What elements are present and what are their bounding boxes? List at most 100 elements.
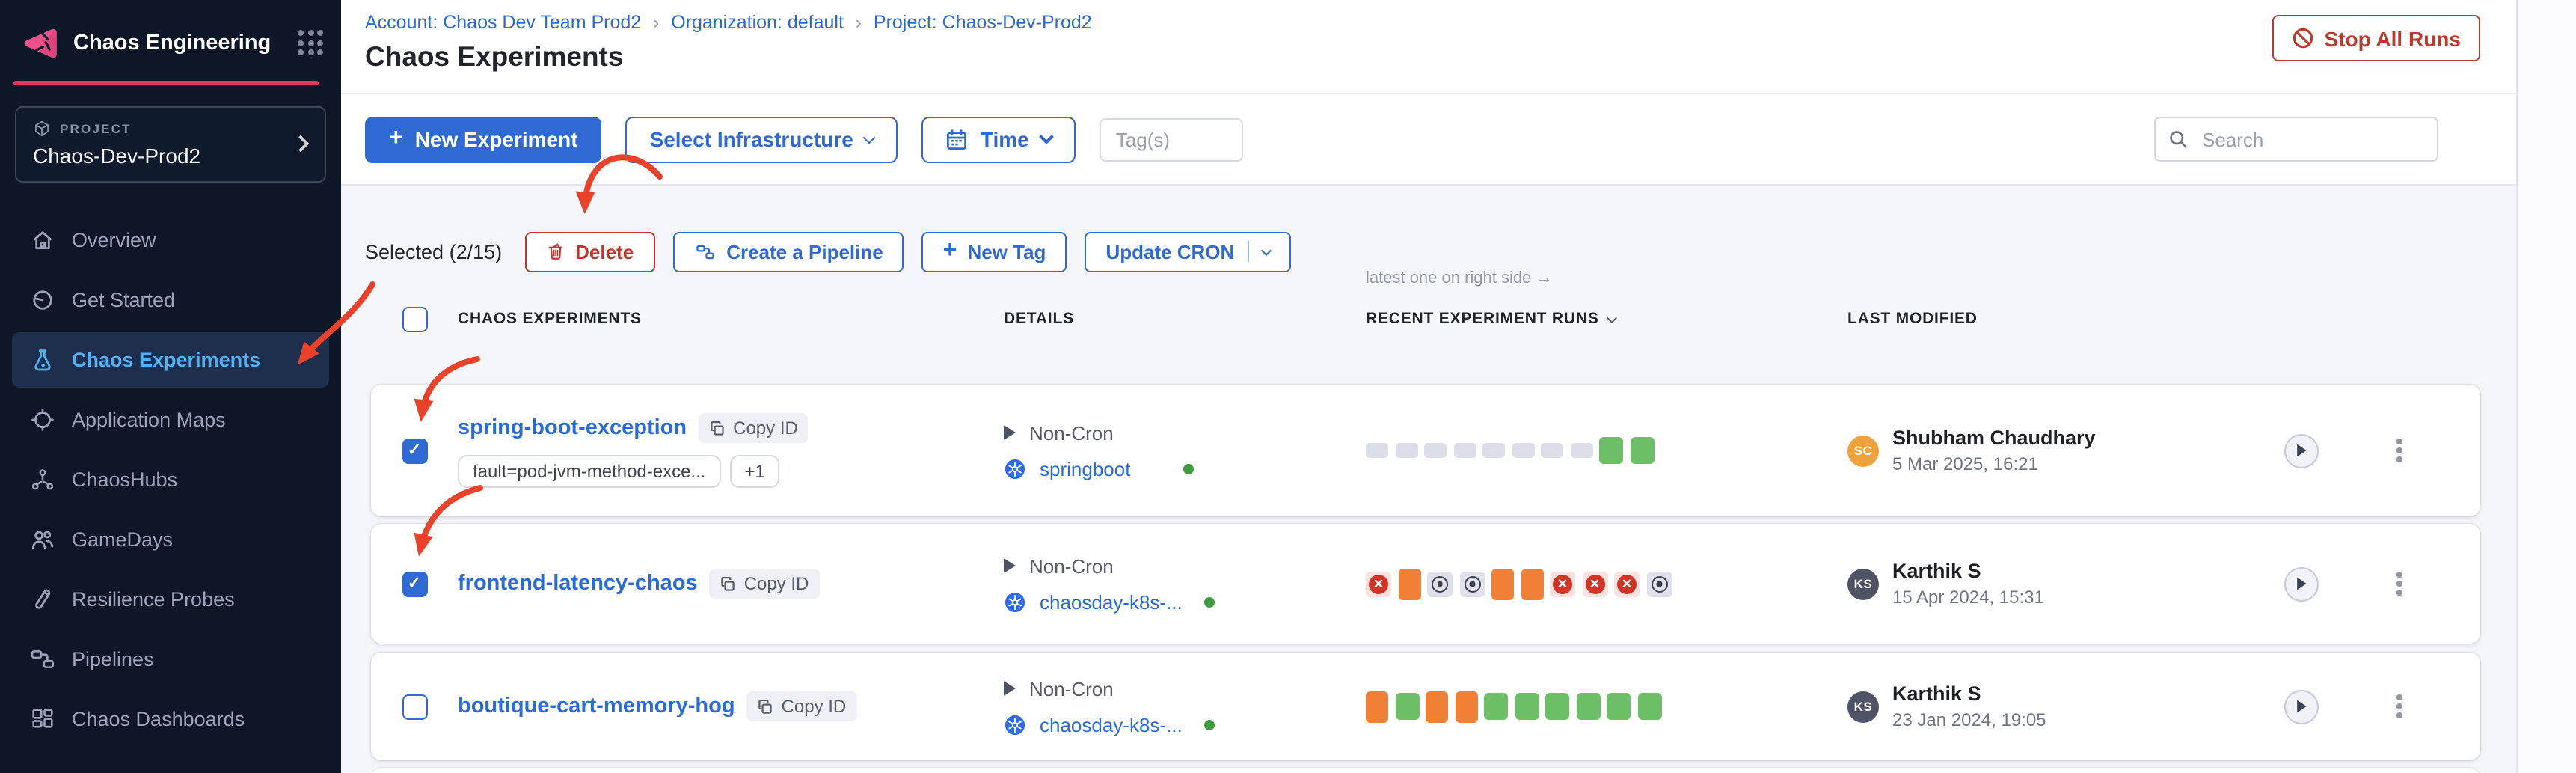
page-title: Chaos Experiments — [365, 40, 624, 72]
sidebar-item-chaos-experiments[interactable]: Chaos Experiments — [12, 332, 329, 388]
project-selector[interactable]: PROJECT Chaos-Dev-Prod2 — [15, 106, 326, 183]
run-indicator-running[interactable] — [1521, 568, 1543, 599]
experiment-name-link[interactable]: spring-boot-exception — [458, 416, 687, 440]
new-tag-button[interactable]: + New Tag — [921, 231, 1067, 272]
right-edge-panel — [2516, 0, 2576, 773]
row-menu-icon[interactable] — [2392, 568, 2406, 600]
run-indicator-passed[interactable] — [1599, 437, 1623, 464]
search-icon — [2168, 129, 2189, 150]
run-indicator-pending[interactable] — [1512, 443, 1534, 458]
run-indicator-passed[interactable] — [1545, 693, 1569, 720]
update-cron-button[interactable]: Update CRON — [1085, 231, 1292, 272]
run-indicator-pending[interactable] — [1424, 443, 1447, 458]
run-experiment-button[interactable] — [2284, 566, 2319, 601]
infrastructure-link[interactable]: springboot — [1040, 457, 1131, 480]
sidebar-item-label: Chaos Dashboards — [72, 708, 245, 730]
row-checkbox[interactable] — [402, 694, 427, 719]
sidebar-item-chaos-dashboards[interactable]: Chaos Dashboards — [12, 691, 329, 747]
sidebar-item-gamedays[interactable]: GameDays — [12, 512, 329, 567]
new-tag-label: New Tag — [967, 240, 1046, 263]
table-row: spring-boot-exception Copy ID fault=pod-… — [371, 385, 2480, 516]
breadcrumb-project-link[interactable]: Project: Chaos-Dev-Prod2 — [873, 12, 1092, 33]
experiment-name-link[interactable]: boutique-cart-memory-hog — [458, 694, 735, 718]
copy-id-button[interactable]: Copy ID — [709, 569, 820, 599]
delete-button[interactable]: Delete — [524, 231, 655, 272]
sidebar-item-label: GameDays — [72, 528, 174, 551]
experiment-name-link[interactable]: frontend-latency-chaos — [458, 572, 698, 596]
avatar: KS — [1847, 568, 1879, 599]
sidebar-item-application-maps[interactable]: Application Maps — [12, 392, 329, 447]
copy-id-button[interactable]: Copy ID — [746, 691, 857, 721]
new-experiment-button[interactable]: + New Experiment — [365, 116, 602, 162]
run-indicator-passed[interactable] — [1607, 693, 1631, 720]
run-indicator-running[interactable] — [1455, 691, 1477, 722]
run-experiment-button[interactable] — [2284, 689, 2319, 724]
row-menu-icon[interactable] — [2392, 435, 2406, 467]
sidebar-item-pipelines[interactable]: Pipelines — [12, 632, 329, 687]
tag-chip[interactable]: fault=pod-jvm-method-exce... — [458, 455, 721, 488]
run-indicator-running[interactable] — [1366, 691, 1388, 722]
module-switcher-icon[interactable] — [298, 30, 323, 55]
run-indicator-passed[interactable] — [1576, 693, 1600, 720]
column-header-runs[interactable]: RECENT EXPERIMENT RUNS — [1366, 310, 1847, 328]
run-indicator-running[interactable] — [1426, 691, 1448, 722]
run-indicator-passed[interactable] — [1515, 693, 1539, 720]
toolbar: + New Experiment Select Infrastructure T… — [341, 94, 2516, 186]
run-indicator-failed[interactable] — [1366, 571, 1391, 596]
time-filter-dropdown[interactable]: Time — [921, 116, 1076, 162]
stop-all-runs-button[interactable]: Stop All Runs — [2272, 15, 2480, 61]
infra-active-dot — [1204, 719, 1215, 730]
recent-runs — [1366, 691, 1847, 722]
breadcrumb-org-link[interactable]: Organization: default — [671, 12, 844, 33]
tag-more-chip[interactable]: +1 — [729, 455, 780, 488]
run-indicator-pending[interactable] — [1366, 443, 1388, 458]
non-cron-icon — [1004, 558, 1016, 573]
sidebar-item-overview[interactable]: Overview — [12, 213, 329, 268]
create-pipeline-button[interactable]: Create a Pipeline — [672, 231, 904, 272]
run-indicator-pending[interactable] — [1541, 443, 1563, 458]
run-indicator-pending[interactable] — [1482, 443, 1505, 458]
run-indicator-failed[interactable] — [1582, 571, 1607, 596]
sidebar-item-resilience-probes[interactable]: Resilience Probes — [12, 572, 329, 627]
run-indicator-passed[interactable] — [1637, 693, 1661, 720]
run-indicator-pending[interactable] — [1453, 443, 1476, 458]
infrastructure-link[interactable]: chaosday-k8s-... — [1040, 713, 1183, 736]
dashboard-icon — [30, 706, 55, 732]
row-menu-icon[interactable] — [2392, 691, 2406, 723]
run-indicator-running[interactable] — [1398, 568, 1420, 599]
row-checkbox[interactable] — [402, 571, 427, 596]
pipeline-icon — [693, 242, 716, 261]
run-indicator-failed[interactable] — [1550, 571, 1575, 596]
breadcrumb-separator: › — [855, 12, 862, 33]
modified-by-user: Karthik S — [1892, 560, 1981, 582]
search-box — [2154, 117, 2438, 162]
tags-filter-input[interactable] — [1099, 117, 1243, 161]
breadcrumb-account-link[interactable]: Account: Chaos Dev Team Prod2 — [365, 12, 642, 33]
run-indicator-passed[interactable] — [1630, 437, 1654, 464]
trash-icon — [545, 241, 565, 262]
experiments-list-panel: Selected (2/15) Delete Create a Pipeline… — [341, 186, 2516, 773]
select-all-checkbox[interactable] — [402, 306, 427, 331]
run-indicator-pending[interactable] — [1395, 443, 1417, 458]
time-filter-label: Time — [980, 127, 1029, 151]
run-experiment-button[interactable] — [2284, 433, 2319, 468]
select-infrastructure-dropdown[interactable]: Select Infrastructure — [625, 116, 898, 162]
run-indicator-stopped[interactable] — [1646, 571, 1672, 596]
copy-id-label: Copy ID — [733, 418, 798, 439]
run-indicator-failed[interactable] — [1614, 571, 1640, 596]
run-indicator-running[interactable] — [1491, 568, 1514, 599]
sidebar-item-get-started[interactable]: Get Started — [12, 272, 329, 328]
run-indicator-passed[interactable] — [1484, 693, 1508, 720]
search-input[interactable] — [2199, 126, 2425, 152]
run-indicator-stopped[interactable] — [1427, 571, 1453, 596]
run-indicator-pending[interactable] — [1570, 443, 1592, 458]
infrastructure-link[interactable]: chaosday-k8s-... — [1040, 590, 1183, 613]
app-title: Chaos Engineering — [73, 31, 272, 55]
run-indicator-passed[interactable] — [1395, 693, 1419, 720]
run-indicator-stopped[interactable] — [1459, 571, 1485, 596]
copy-id-button[interactable]: Copy ID — [699, 413, 809, 443]
cube-icon — [33, 120, 51, 138]
sidebar-item-chaoshubs[interactable]: ChaosHubs — [12, 452, 329, 507]
row-checkbox[interactable] — [402, 438, 427, 463]
chevron-right-icon — [292, 134, 310, 152]
